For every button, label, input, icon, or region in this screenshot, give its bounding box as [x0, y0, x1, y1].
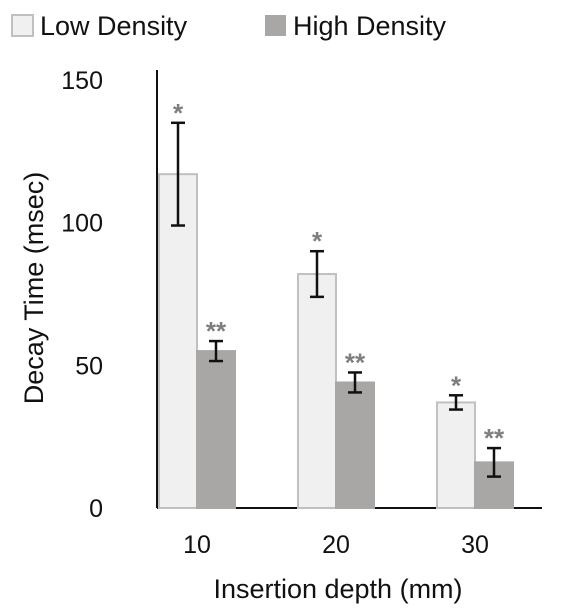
y-tick-label-100: 100 — [61, 210, 103, 238]
x-tick-label-30: 30 — [461, 531, 489, 559]
legend: Low Density High Density — [11, 11, 447, 41]
bar-high-density-10 — [196, 350, 236, 510]
legend-swatch-low-density — [11, 14, 34, 37]
x-axis-title: Insertion depth (mm) — [213, 574, 462, 604]
significance-marker-low-density-20: * — [312, 226, 323, 256]
significance-marker-low-density-30: * — [451, 370, 462, 400]
significance-marker-low-density-10: * — [173, 98, 184, 128]
bar-low-density-30 — [436, 401, 476, 509]
bar-high-density-20 — [335, 381, 375, 510]
y-tick-label-0: 0 — [89, 495, 103, 523]
significance-marker-high-density-30: ** — [484, 423, 505, 453]
legend-label-low-density: Low Density — [40, 11, 188, 41]
legend-swatch-high-density — [265, 15, 286, 36]
x-tick-label-20: 20 — [322, 531, 350, 559]
significance-marker-high-density-20: ** — [345, 347, 366, 377]
legend-label-high-density: High Density — [293, 11, 447, 41]
bar-low-density-10 — [158, 173, 198, 509]
significance-marker-high-density-10: ** — [206, 316, 227, 346]
bar-low-density-20 — [297, 273, 337, 509]
bar-high-density-30 — [474, 461, 514, 510]
y-axis-title: Decay Time (msec) — [19, 172, 49, 405]
y-tick-label-50: 50 — [75, 352, 103, 380]
y-tick-label-150: 150 — [61, 67, 103, 95]
x-tick-label-10: 10 — [183, 531, 211, 559]
